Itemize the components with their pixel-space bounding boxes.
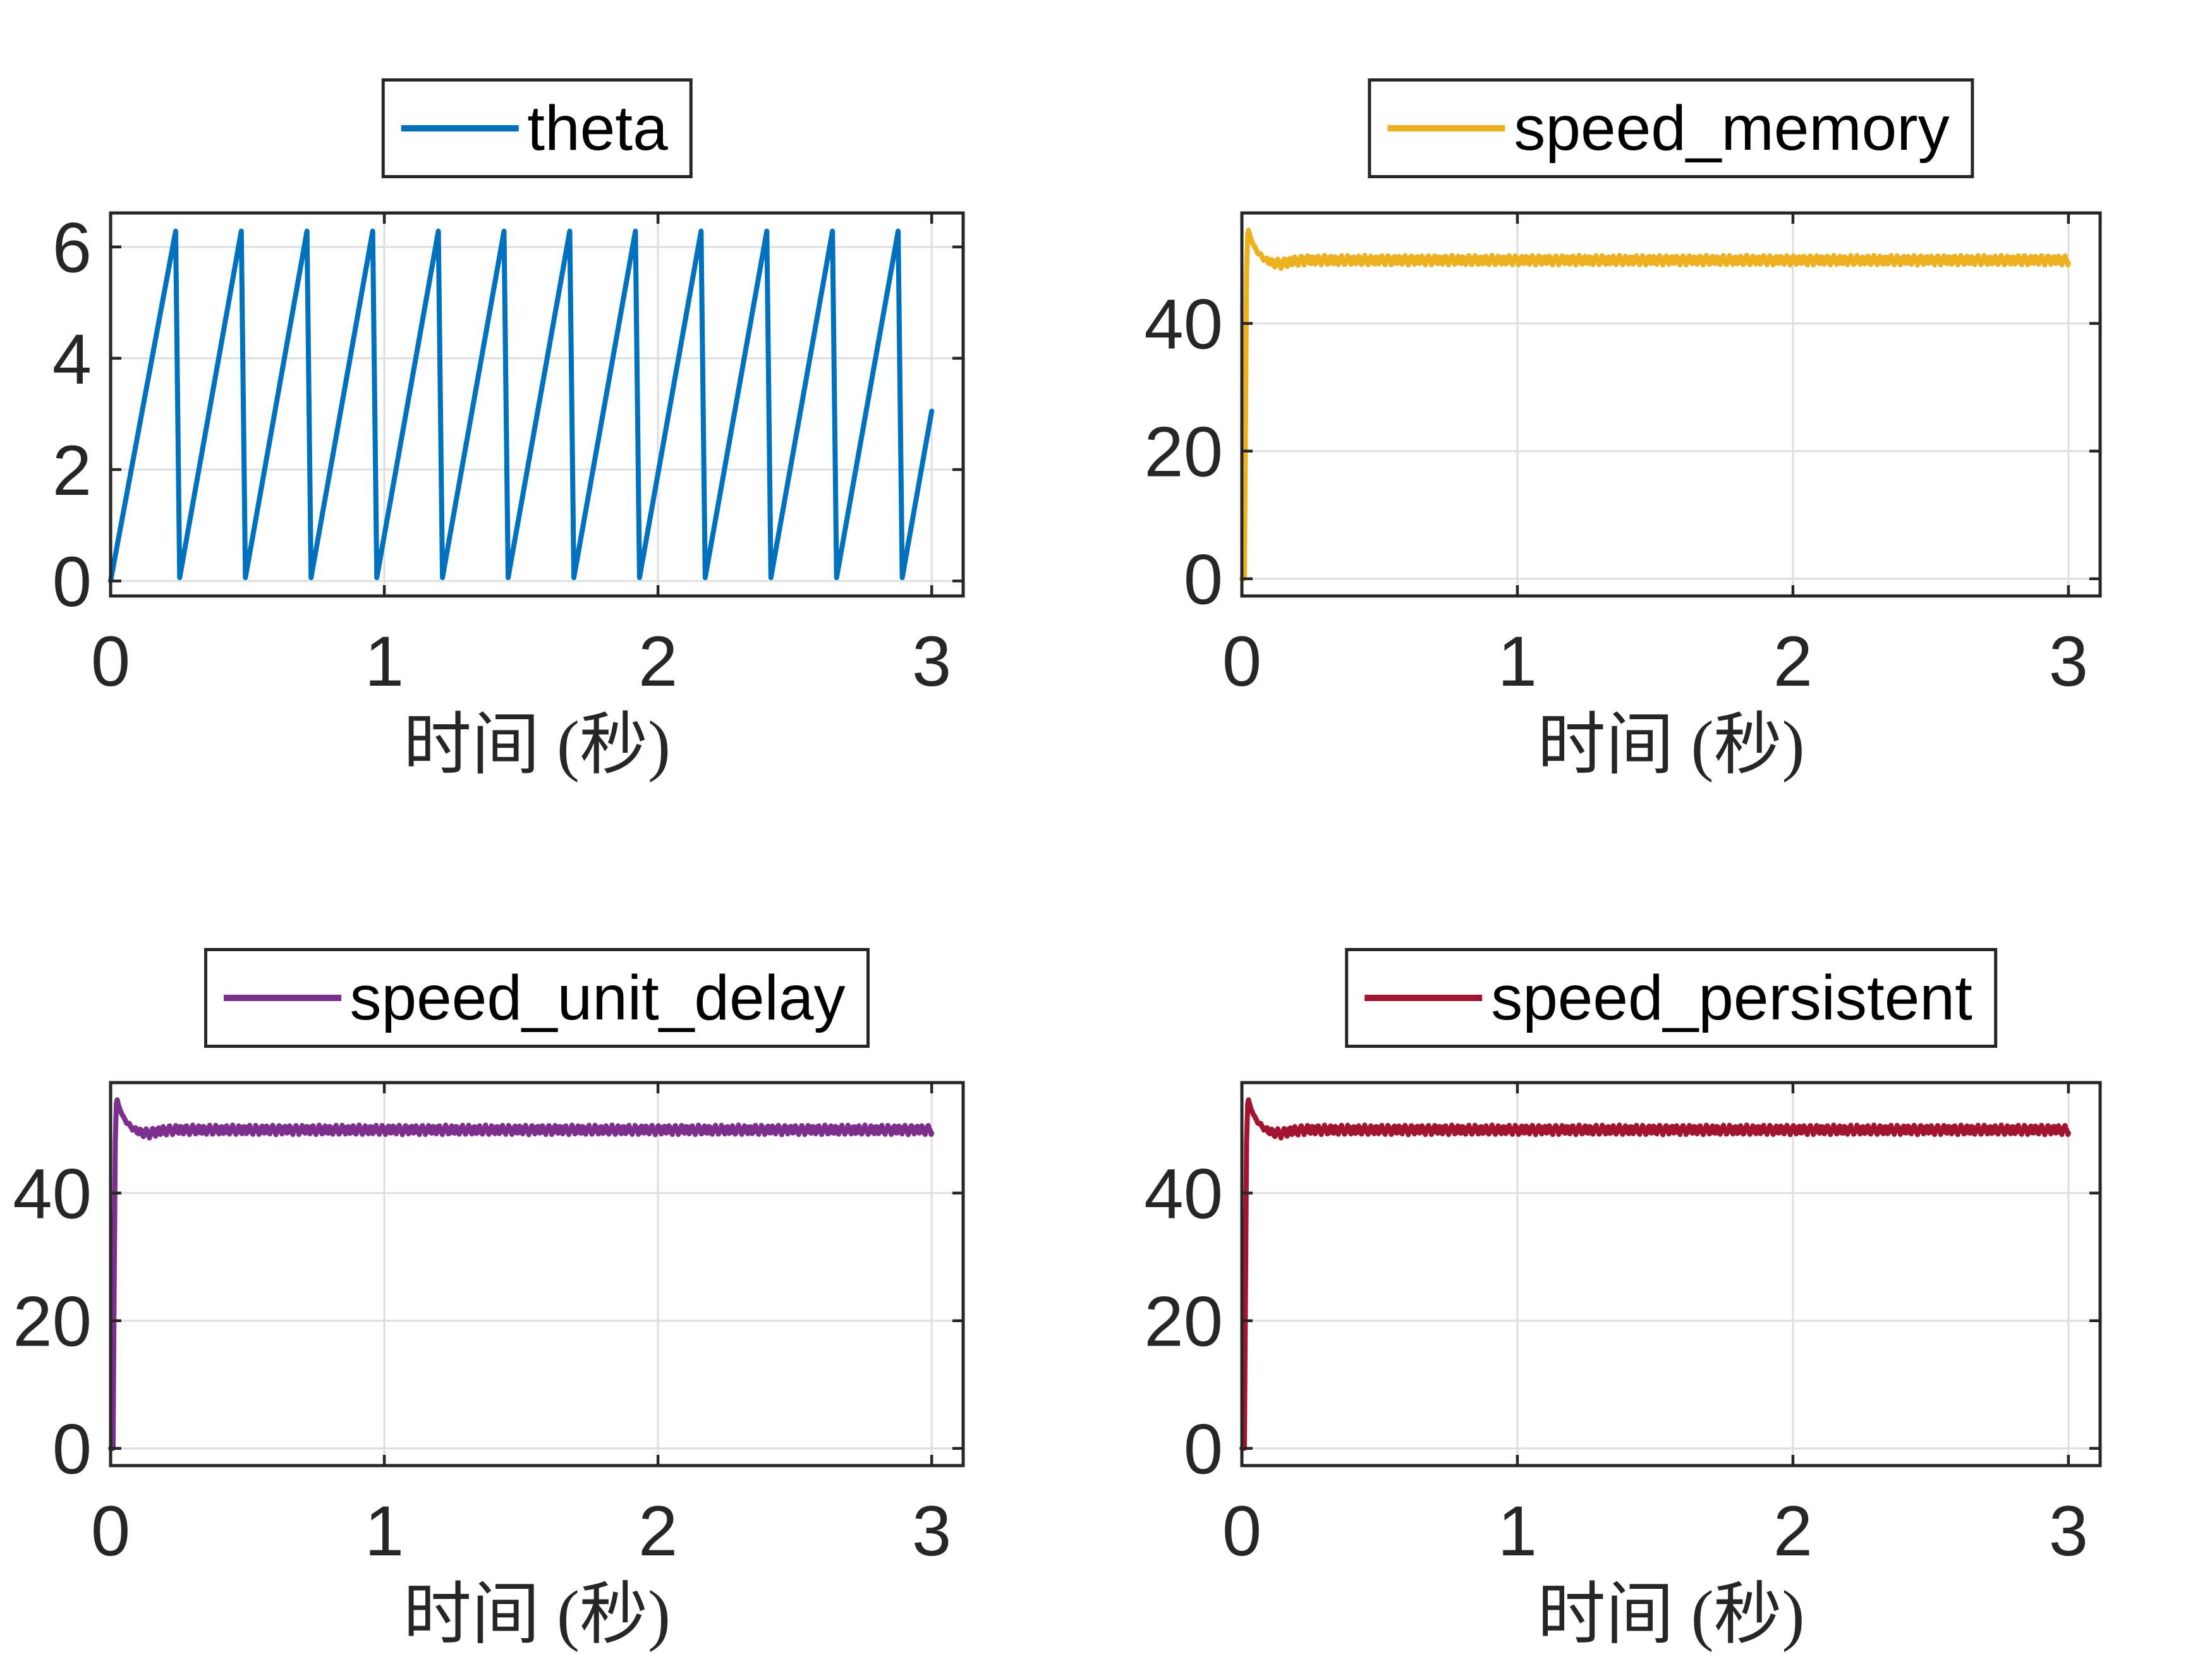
axes-box-speed_memory [1240, 211, 2102, 598]
x-tick-label-2-speed_memory: 2 [1773, 622, 1813, 701]
x-tick-label-0-speed_memory: 0 [1222, 622, 1261, 701]
xlabel-speed_unit_delay: 时间 (秒) [403, 1577, 671, 1653]
subplot-speed_persistent: 0 1 2 3 0 20 40 时间 (秒) [1144, 1081, 2102, 1653]
y-tick-label-40-speed_persistent: 40 [1144, 1155, 1223, 1234]
x-tick-label-2-theta: 2 [638, 622, 678, 701]
y-tick-label-20-speed_memory: 20 [1144, 413, 1223, 492]
y-tick-label-6-theta: 6 [52, 209, 92, 288]
axes-box-theta [109, 211, 965, 598]
legend-label-speed-persistent: speed_persistent [1491, 963, 1972, 1033]
xlabel-theta: 时间 (秒) [403, 708, 671, 783]
x-tick-label-3-theta: 3 [912, 622, 951, 701]
x-tick-label-0-theta: 0 [91, 622, 130, 701]
axes-box-speed_persistent [1240, 1081, 2102, 1468]
legend-line-sample-theta [401, 125, 519, 131]
series-line-speed_memory [1239, 228, 2071, 581]
y-tick-label-4-theta: 4 [52, 320, 92, 399]
axes-box-speed_unit_delay [109, 1081, 965, 1468]
x-tick-label-0-speed_persistent: 0 [1222, 1492, 1261, 1571]
x-tick-label-3-speed_unit_delay: 3 [912, 1492, 951, 1571]
x-tick-label-2-speed_unit_delay: 2 [638, 1492, 678, 1571]
series-line-theta [108, 228, 935, 584]
x-tick-label-1-speed_memory: 1 [1498, 622, 1537, 701]
legend-label-speed-memory: speed_memory [1514, 93, 1950, 164]
legend-label-speed-unit-delay: speed_unit_delay [349, 963, 846, 1033]
series-line-speed_unit_delay [108, 1097, 935, 1451]
series-line-speed_persistent [1239, 1097, 2071, 1451]
subplot-speed_memory: 0 1 2 3 0 20 40 时间 (秒) [1144, 211, 2102, 783]
legend-line-sample-speed-unit-delay [223, 995, 341, 1001]
x-tick-label-1-speed_persistent: 1 [1498, 1492, 1537, 1571]
y-tick-label-0-speed_persistent: 0 [1184, 1410, 1223, 1489]
legend-line-sample-speed-memory [1387, 125, 1505, 131]
legend-theta: theta [381, 78, 693, 178]
legend-speed-memory: speed_memory [1368, 78, 1974, 178]
y-tick-label-0-theta: 0 [52, 542, 92, 621]
xlabel-speed_persistent: 时间 (秒) [1538, 1577, 1805, 1653]
legend-speed-unit-delay: speed_unit_delay [204, 948, 870, 1048]
legend-line-sample-speed-persistent [1364, 995, 1483, 1001]
legend-speed-persistent: speed_persistent [1345, 948, 1997, 1048]
x-tick-label-3-speed_memory: 3 [2049, 622, 2088, 701]
legend-label-theta: theta [527, 93, 668, 164]
x-tick-label-1-theta: 1 [365, 622, 404, 701]
y-tick-label-40-speed_memory: 40 [1144, 285, 1223, 364]
x-tick-label-0-speed_unit_delay: 0 [91, 1492, 130, 1571]
y-tick-label-0-speed_unit_delay: 0 [52, 1410, 92, 1489]
subplot-theta: 0 1 2 3 0 2 4 6 时间 (秒) [52, 209, 965, 783]
y-tick-label-2-theta: 2 [52, 431, 92, 510]
xlabel-speed_memory: 时间 (秒) [1538, 708, 1805, 783]
y-tick-label-20-speed_persistent: 20 [1144, 1282, 1223, 1361]
y-tick-label-0-speed_memory: 0 [1184, 540, 1223, 619]
x-tick-label-1-speed_unit_delay: 1 [365, 1492, 404, 1571]
x-tick-label-3-speed_persistent: 3 [2049, 1492, 2088, 1571]
y-tick-label-40-speed_unit_delay: 40 [13, 1155, 92, 1234]
subplot-speed_unit_delay: 0 1 2 3 0 20 40 时间 (秒) [13, 1081, 965, 1653]
x-tick-label-2-speed_persistent: 2 [1773, 1492, 1813, 1571]
y-tick-label-20-speed_unit_delay: 20 [13, 1282, 92, 1361]
